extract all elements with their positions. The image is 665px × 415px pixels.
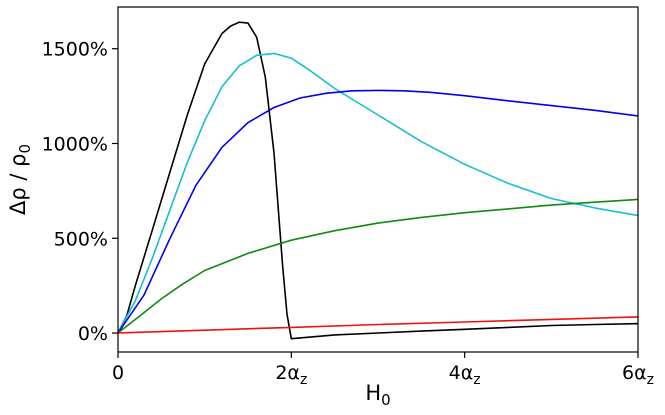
series-line-3 <box>117 89 639 334</box>
x-tick-label-main: 4α <box>449 362 474 384</box>
y-tick-label-0: 0% <box>78 323 108 345</box>
series-line-1 <box>117 21 639 340</box>
y-axis-label-sub: 0 <box>16 144 34 154</box>
y-tick-label-1: 500% <box>54 228 108 250</box>
x-tick-label-0: 0 <box>112 362 124 384</box>
series-line-2 <box>117 52 639 334</box>
y-tick-label-3: 1500% <box>42 39 108 61</box>
x-tick-label-2: 4αz <box>449 362 481 388</box>
x-tick-label-main: 6α <box>622 362 647 384</box>
x-axis-label-main: H <box>365 381 381 405</box>
x-axis-label: H0 <box>365 381 390 409</box>
y-tick-label-2: 1000% <box>42 133 108 155</box>
series-line-4 <box>117 198 639 334</box>
x-tick-label-1: 2αz <box>275 362 307 388</box>
plot-frame <box>117 6 639 353</box>
series-layer <box>117 21 639 340</box>
x-tick-label-sub: z <box>473 372 480 388</box>
x-tick-label-sub: z <box>647 372 654 388</box>
x-tick-label-sub: z <box>300 372 307 388</box>
series-line-5 <box>117 316 639 334</box>
x-tick-label-3: 6αz <box>622 362 654 388</box>
x-tick-label-main: 2α <box>275 362 300 384</box>
x-axis-label-sub: 0 <box>381 391 391 409</box>
x-tick-label-main: 0 <box>112 362 124 384</box>
y-axis-label: Δρ / ρ0 <box>6 144 34 215</box>
y-axis-label-main: Δρ / ρ <box>6 154 30 215</box>
